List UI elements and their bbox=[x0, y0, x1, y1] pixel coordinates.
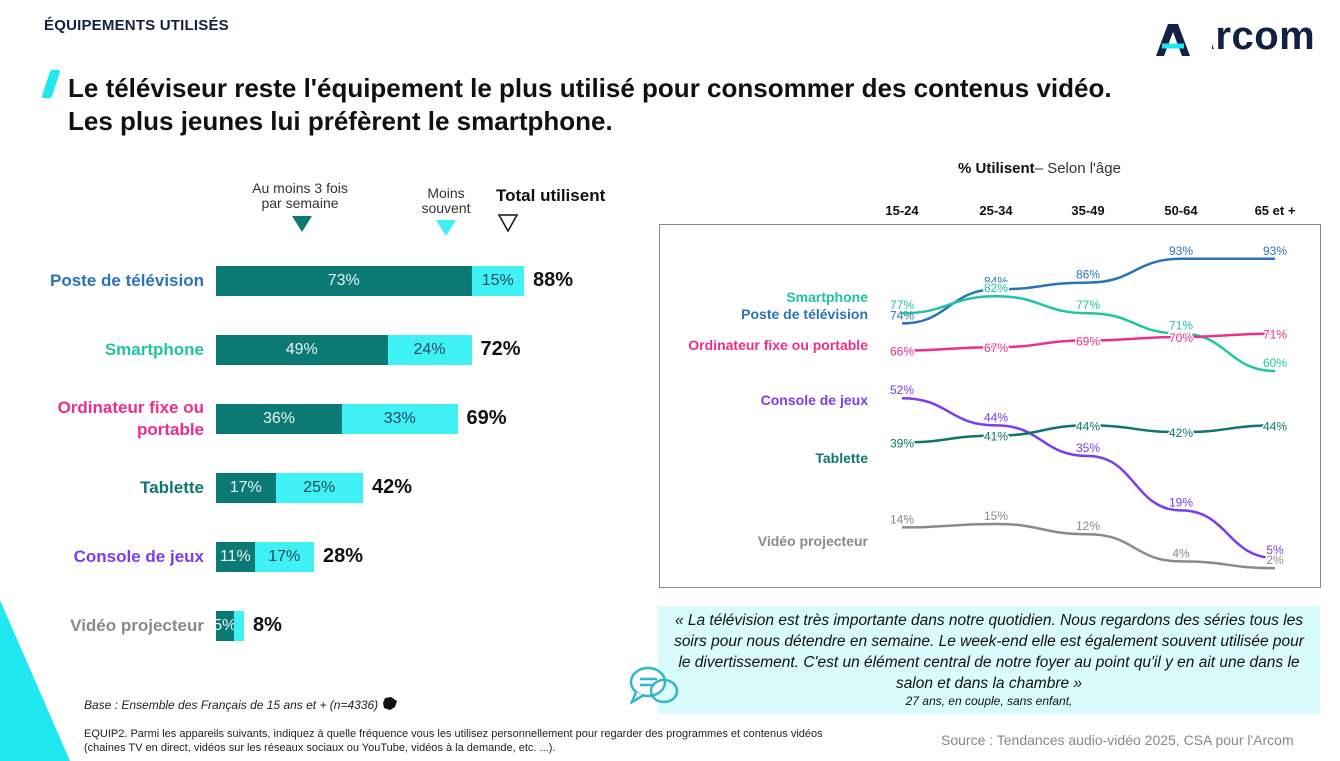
bar-segment-frequent-tablette: 17% bbox=[216, 473, 276, 503]
quote-box bbox=[658, 606, 1320, 714]
bar-category-tablette: Tablette bbox=[4, 477, 204, 499]
bar-total-tablette: 42% bbox=[372, 476, 413, 498]
bar-total-smartphone: 72% bbox=[480, 338, 521, 360]
bar-segment-less-smartphone: 24% bbox=[387, 335, 472, 365]
bar-segment-frequent-ordinateur-fixe-ou-portable: 36% bbox=[216, 404, 342, 434]
bar-segment-less-ordinateur-fixe-ou-portable: 33% bbox=[342, 404, 458, 434]
source-note: Source : Tendances audio-vidéo 2025, CSA… bbox=[941, 732, 1294, 748]
legend-less: Moins souvent bbox=[406, 186, 486, 216]
line-chart-title: % Utilisent– Selon l'âge bbox=[958, 160, 1121, 177]
title-accent bbox=[41, 70, 61, 98]
bar-segment-frequent-smartphone: 49% bbox=[216, 335, 388, 365]
bar-category-line: Smartphone bbox=[104, 340, 204, 359]
series-label-ordinateur-fixe-ou-portable: Ordinateur fixe ou portable bbox=[688, 337, 868, 353]
quote-text: « La télévision est très importante dans… bbox=[674, 612, 1304, 692]
title-line-1: Le téléviseur reste l'équipement le plus… bbox=[68, 73, 1112, 103]
legend-frequent-line2: par semaine bbox=[261, 195, 339, 211]
legend-frequent-marker bbox=[292, 216, 312, 232]
logo-text: Arcom bbox=[1186, 14, 1316, 58]
section-label: ÉQUIPEMENTS UTILISÉS bbox=[44, 17, 229, 34]
legend-less-marker bbox=[436, 220, 456, 236]
bar-category-line: Tablette bbox=[140, 478, 204, 497]
title-line-2: Les plus jeunes lui préfèrent le smartph… bbox=[68, 106, 613, 136]
bar-category-line: Poste de télévision bbox=[50, 271, 204, 290]
legend-total: Total utilisent bbox=[496, 186, 606, 205]
bar-segment-less-tablette: 25% bbox=[275, 473, 363, 503]
age-tick-5: 65 et + bbox=[1254, 203, 1296, 218]
bar-category-video-projecteur: Vidéo projecteur bbox=[4, 615, 204, 637]
line-chart-title-bold: % Utilisent bbox=[958, 160, 1035, 177]
line-chart-frame bbox=[659, 224, 1321, 588]
bar-category-ordinateur-fixe-ou-portable: Ordinateur fixe ou portable bbox=[4, 397, 204, 441]
bar-category-line: Vidéo projecteur bbox=[70, 616, 204, 635]
series-label-video-projecteur: Vidéo projecteur bbox=[757, 533, 868, 549]
bar-category-smartphone: Smartphone bbox=[4, 339, 204, 361]
base-note: Base : Ensemble des Français de 15 ans e… bbox=[84, 697, 398, 712]
series-label-smartphone: Smartphone bbox=[786, 289, 868, 305]
bar-category-line: Ordinateur fixe ou bbox=[57, 398, 204, 417]
bar-segment-frequent-console-de-jeux: 11% bbox=[216, 542, 255, 572]
legend-frequent: Au moins 3 fois par semaine bbox=[240, 181, 360, 211]
arcom-logo-icon bbox=[1156, 24, 1190, 56]
question-note: EQUIP2. Parmi les appareils suivants, in… bbox=[84, 728, 823, 754]
bar-segment-less-console-de-jeux: 17% bbox=[254, 542, 314, 572]
chat-bubble-icon bbox=[629, 666, 679, 705]
bar-segment-frequent-poste-de-television: 73% bbox=[216, 266, 472, 296]
age-tick-2: 25-34 bbox=[979, 203, 1013, 218]
base-note-text: Base : Ensemble des Français de 15 ans e… bbox=[84, 698, 379, 712]
quote-author: 27 ans, en couple, sans enfant, bbox=[905, 694, 1073, 708]
series-label-tablette: Tablette bbox=[815, 450, 868, 466]
legend-total-marker bbox=[498, 214, 518, 232]
bar-category-line: portable bbox=[136, 420, 204, 439]
age-tick-1: 15-24 bbox=[885, 203, 919, 218]
logo-wordmark: Arcom bbox=[1186, 14, 1315, 59]
corner-decoration bbox=[0, 600, 70, 761]
bar-category-poste-de-television: Poste de télévision bbox=[4, 270, 204, 292]
legend-less-line1: Moins bbox=[427, 185, 465, 201]
bar-total-console-de-jeux: 28% bbox=[323, 545, 364, 567]
bar-total-poste-de-television: 88% bbox=[533, 269, 574, 291]
age-tick-4: 50-64 bbox=[1164, 203, 1198, 218]
bar-category-line: Console de jeux bbox=[73, 547, 204, 566]
france-map-icon bbox=[382, 697, 397, 710]
legend-less-line2: souvent bbox=[421, 200, 471, 216]
bar-total-video-projecteur: 8% bbox=[253, 614, 282, 636]
bar-category-console-de-jeux: Console de jeux bbox=[4, 546, 204, 568]
legend-frequent-line1: Au moins 3 fois bbox=[252, 180, 348, 196]
line-chart-title-rest: – Selon l'âge bbox=[1034, 160, 1121, 177]
bar-segment-less-video-projecteur bbox=[233, 611, 244, 641]
series-label-poste-de-television: Poste de télévision bbox=[741, 306, 868, 322]
series-label-console-de-jeux: Console de jeux bbox=[760, 392, 868, 408]
bar-segment-frequent-video-projecteur: 5% bbox=[213, 611, 236, 641]
bar-total-ordinateur-fixe-ou-portable: 69% bbox=[466, 407, 507, 429]
page-title: Le téléviseur reste l'équipement le plus… bbox=[68, 72, 1112, 138]
bar-segment-less-poste-de-television: 15% bbox=[471, 266, 524, 296]
age-tick-3: 35-49 bbox=[1071, 203, 1105, 218]
